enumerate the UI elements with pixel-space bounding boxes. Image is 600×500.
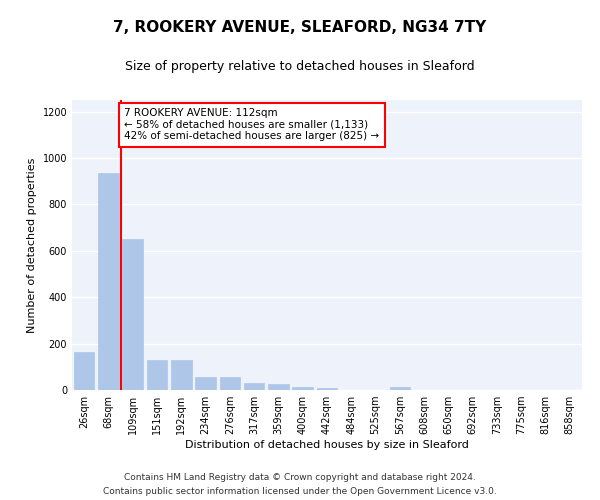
Bar [244, 383, 265, 390]
Bar [268, 384, 289, 390]
Text: Contains HM Land Registry data © Crown copyright and database right 2024.: Contains HM Land Registry data © Crown c… [124, 472, 476, 482]
Bar [292, 387, 313, 390]
Text: Contains public sector information licensed under the Open Government Licence v3: Contains public sector information licen… [103, 488, 497, 496]
Y-axis label: Number of detached properties: Number of detached properties [27, 158, 37, 332]
Bar [171, 360, 191, 390]
Bar [146, 360, 167, 390]
Bar [122, 239, 143, 390]
Text: Size of property relative to detached houses in Sleaford: Size of property relative to detached ho… [125, 60, 475, 73]
Bar [195, 376, 216, 390]
X-axis label: Distribution of detached houses by size in Sleaford: Distribution of detached houses by size … [185, 440, 469, 450]
Bar [74, 352, 94, 390]
Bar [317, 388, 337, 390]
Bar [98, 173, 119, 390]
Text: 7, ROOKERY AVENUE, SLEAFORD, NG34 7TY: 7, ROOKERY AVENUE, SLEAFORD, NG34 7TY [113, 20, 487, 35]
Bar [220, 377, 240, 390]
Bar [389, 386, 410, 390]
Text: 7 ROOKERY AVENUE: 112sqm
← 58% of detached houses are smaller (1,133)
42% of sem: 7 ROOKERY AVENUE: 112sqm ← 58% of detach… [124, 108, 379, 142]
